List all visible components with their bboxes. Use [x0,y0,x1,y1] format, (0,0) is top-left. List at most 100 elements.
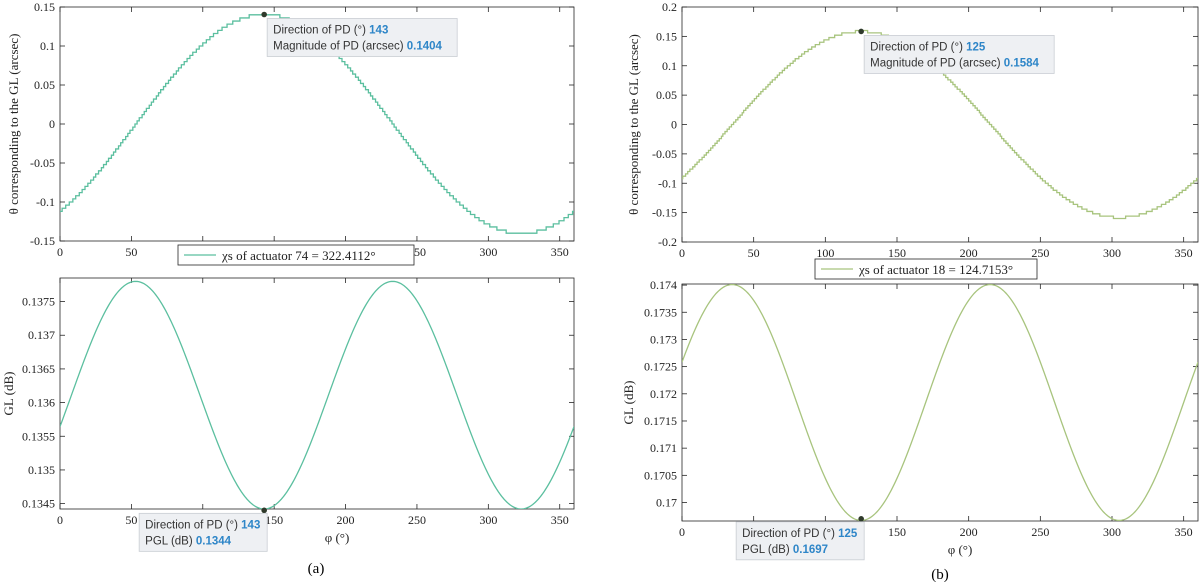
datatip-line1: Direction of PD (°) 143 [145,519,260,531]
y-tick-label: -0.1 [658,176,677,190]
datatip-line2: Magnitude of PD (arcsec) 0.1584 [870,57,1039,69]
chart-b-gl: 0501001502002503003500.170.17050.1710.17… [621,278,1199,561]
y-tick-label: 0.1705 [644,468,677,482]
datatip-box [735,521,865,561]
datatip-value: 143 [369,24,388,36]
datatip-value: 143 [241,519,260,531]
datatip-box [138,512,268,552]
datatip-line2: PGL (dB) 0.1697 [742,544,828,556]
x-tick-label: 150 [888,525,906,539]
datatip[interactable]: Direction of PD (°) 143 Magnitude of PD (… [266,18,458,57]
y-tick-label: 0 [49,117,55,131]
datatip-marker[interactable] [261,507,267,514]
y-tick-label: 0.1 [662,59,677,73]
y-tick-label: 0.1345 [22,497,55,511]
x-tick-label: 350 [1175,246,1193,260]
datatip-value: 125 [838,528,858,540]
datatip-label: Direction of PD (°) [742,528,838,540]
datatip[interactable]: Direction of PD (°) 125 PGL (dB) 0.1697 [735,521,865,561]
datatip-marker[interactable] [261,11,267,18]
y-tick-label: -0.15 [652,206,677,220]
datatip-label: Direction of PD (°) [273,24,369,36]
x-tick-label: 50 [748,246,760,260]
legend: χs of actuator 74 = 322.4112° [177,244,415,266]
y-tick-label: 0.1355 [22,429,55,443]
y-tick-label: 0.1725 [644,360,677,374]
y-axis-label: θ corresponding to the GL (arcsec) [626,34,641,215]
y-tick-label: 0.135 [28,463,55,477]
y-axis-label: GL (dB) [621,381,636,425]
datatip[interactable]: Direction of PD (°) 125 Magnitude of PD (… [863,35,1055,74]
chart-b-theta: 0 50 100 150 200 250 300 350 -0.2 -0.15 -0.1 -0.05 0… [626,0,1199,280]
datatip-value: 0.1697 [793,544,828,556]
datatip-line1: Direction of PD (°) 143 [273,24,388,36]
x-tick-label: 0 [57,245,63,259]
y-tick-label: -0.15 [30,234,55,248]
x-tick-label: 0 [679,246,685,260]
x-axis-label: φ (°) [325,530,350,545]
datatip-box [266,18,458,57]
x-tick-label: 250 [1031,525,1049,539]
x-tick-label: 200 [960,246,978,260]
y-tick-label: 0.15 [656,29,677,43]
x-tick-label: 300 [479,245,497,259]
y-tick-label: -0.05 [30,156,55,170]
datatip-marker[interactable] [858,516,864,522]
datatip-label: Direction of PD (°) [870,41,966,53]
y-tick-label: 0.136 [28,396,55,410]
datatip-value: 125 [966,41,986,53]
x-tick-label: 50 [125,513,137,527]
datatip-line2: Magnitude of PD (arcsec) 0.1404 [273,40,442,52]
plot-area [681,283,1199,522]
y-tick-label: 0.174 [650,278,677,292]
datatip-line2: PGL (dB) 0.1344 [145,535,231,547]
x-tick-label: 350 [1175,525,1193,539]
y-tick-label: 0.172 [650,387,677,401]
x-tick-label: 200 [960,525,978,539]
x-tick-label: 150 [888,246,906,260]
x-tick-label: 50 [125,245,137,259]
datatip-value: 0.1404 [407,40,443,52]
datatip[interactable]: Direction of PD (°) 143 PGL (dB) 0.1344 [138,512,268,552]
datatip-marker[interactable] [858,28,864,35]
x-tick-label: 200 [337,513,355,527]
y-tick-label: 0.2 [662,0,677,14]
x-tick-label: 300 [1103,246,1121,260]
y-tick-label: -0.2 [658,235,677,249]
datatip-value: 0.1344 [196,535,232,547]
x-tick-label: 150 [265,513,283,527]
datatip-label: Direction of PD (°) [145,519,241,531]
y-tick-label: -0.05 [652,147,677,161]
y-tick-label: 0.173 [650,332,677,346]
x-tick-label: 250 [1031,246,1049,260]
caption-b: (b) [931,567,949,582]
y-axis-label: GL (dB) [1,372,16,416]
legend: χs of actuator 18 = 124.7153° [814,258,1038,280]
datatip-line1: Direction of PD (°) 125 [742,528,858,540]
datatip-label: PGL (dB) [145,535,196,547]
legend-box [177,244,415,266]
x-tick-label: 100 [816,246,834,260]
y-tick-label: 0.1365 [22,362,55,376]
datatip-label: Magnitude of PD (arcsec) [273,40,407,52]
plot-area [59,277,575,510]
datatip-label: PGL (dB) [742,544,793,556]
x-tick-label: 250 [408,513,426,527]
y-tick-label: 0.05 [656,88,677,102]
y-tick-label: -0.1 [36,195,55,209]
series-line [60,280,574,509]
y-tick-label: 0.137 [28,328,55,342]
y-tick-label: 0.05 [34,78,55,92]
datatip-box [863,35,1055,74]
datatip-label: Magnitude of PD (arcsec) [870,57,1004,69]
chart-a-gl: 0501001502002503003500.13450.1350.13550.… [1,277,575,552]
y-tick-label: 0.1 [40,39,55,53]
x-axis-label: φ (°) [948,542,973,557]
y-tick-label: 0.171 [650,441,677,455]
x-tick-label: 350 [551,513,569,527]
x-tick-label: 350 [551,245,569,259]
caption-a: (a) [308,561,325,577]
x-tick-label: 300 [1103,525,1121,539]
datatip-value: 0.1584 [1004,57,1040,69]
